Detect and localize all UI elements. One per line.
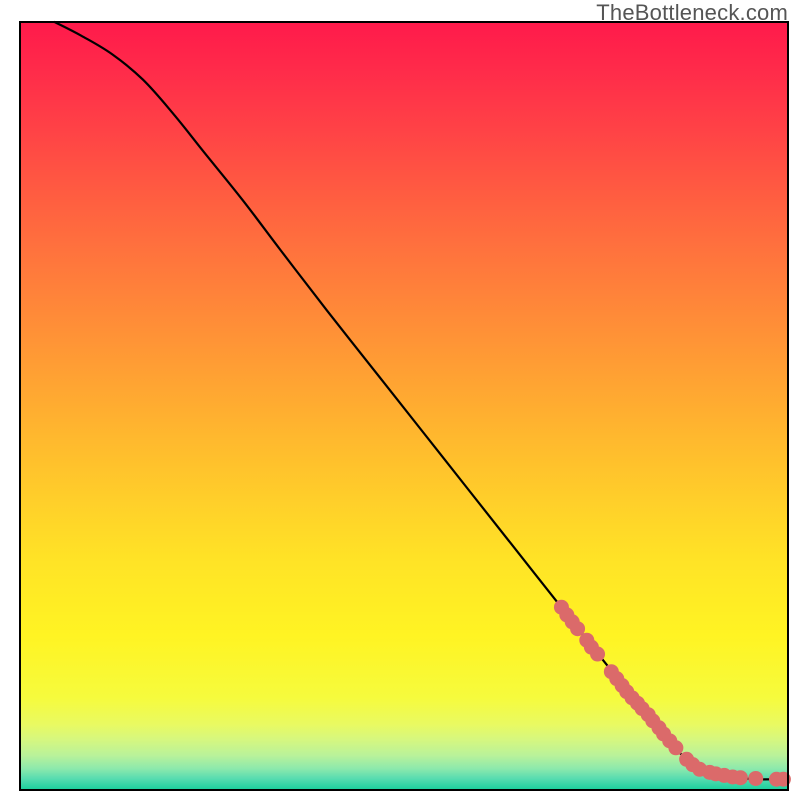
chart-container: TheBottleneck.com: [0, 0, 800, 800]
data-marker: [748, 771, 763, 786]
plot-background: [20, 22, 788, 790]
attribution-label: TheBottleneck.com: [596, 0, 788, 26]
data-marker: [590, 647, 605, 662]
data-marker: [668, 740, 683, 755]
data-marker: [733, 770, 748, 785]
bottleneck-chart: [0, 0, 800, 800]
